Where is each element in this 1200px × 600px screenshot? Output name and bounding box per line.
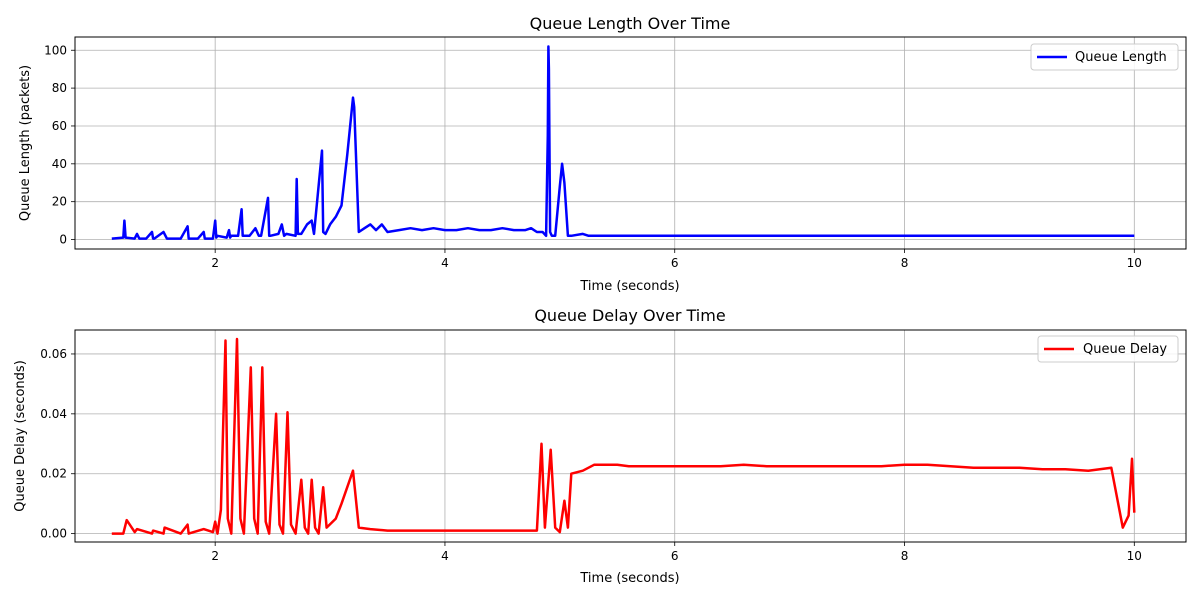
y-axis-ticks: 0.00 0.02 0.04 0.06	[40, 347, 75, 541]
x-axis-label: Time (seconds)	[579, 571, 679, 586]
x-tick-label: 6	[671, 256, 679, 270]
x-axis-ticks: 2 4 6 8 10	[211, 542, 1142, 563]
x-axis-ticks: 2 4 6 8 10	[211, 249, 1142, 270]
x-tick-label: 2	[211, 549, 219, 563]
legend: Queue Delay	[1037, 335, 1179, 363]
y-tick-label: 0	[59, 233, 67, 247]
plot-frame	[74, 36, 1187, 250]
chart-title: Queue Delay Over Time	[534, 306, 725, 325]
queue-delay-series-line	[111, 337, 1136, 535]
y-tick-label: 0.02	[40, 467, 67, 481]
chart-title: Queue Length Over Time	[530, 14, 731, 33]
legend-box	[1037, 335, 1179, 363]
y-tick-label: 0.04	[40, 407, 67, 421]
legend: Queue Length	[1030, 43, 1179, 71]
x-tick-label: 10	[1127, 549, 1142, 563]
y-tick-label: 20	[52, 195, 67, 209]
y-tick-label: 40	[52, 157, 67, 171]
x-tick-label: 4	[441, 549, 449, 563]
y-tick-label: 60	[52, 119, 67, 133]
y-tick-label: 100	[44, 43, 67, 57]
y-axis-ticks: 0 20 40 60 80 100	[44, 43, 75, 247]
legend-label: Queue Delay	[1083, 342, 1167, 357]
queue-length-panel: Queue Length Over Time 2 4 6 8 10 0 20 40 60 80 1…	[18, 14, 1187, 294]
y-axis-label: Queue Length (packets)	[18, 65, 33, 221]
x-tick-label: 2	[211, 256, 219, 270]
queue-delay-panel: Queue Delay Over Time 2 4 6 8 10 0.000.020.0…	[13, 306, 1187, 586]
plot-frame	[74, 329, 1187, 543]
legend-box	[1030, 43, 1179, 71]
y-tick-label: 0.00	[40, 527, 67, 541]
x-tick-label: 4	[441, 256, 449, 270]
y-tick-label: 0.06	[40, 347, 67, 361]
legend-label: Queue Length	[1075, 50, 1167, 65]
y-tick-label: 80	[52, 81, 67, 95]
x-tick-label: 8	[901, 549, 909, 563]
y-axis-label: Queue Delay (seconds)	[13, 360, 28, 512]
gridlines	[75, 37, 1186, 249]
x-tick-label: 6	[671, 549, 679, 563]
queue-length-series-line	[111, 45, 1135, 240]
x-axis-label: Time (seconds)	[579, 279, 679, 294]
x-tick-label: 10	[1127, 256, 1142, 270]
x-tick-label: 8	[901, 256, 909, 270]
